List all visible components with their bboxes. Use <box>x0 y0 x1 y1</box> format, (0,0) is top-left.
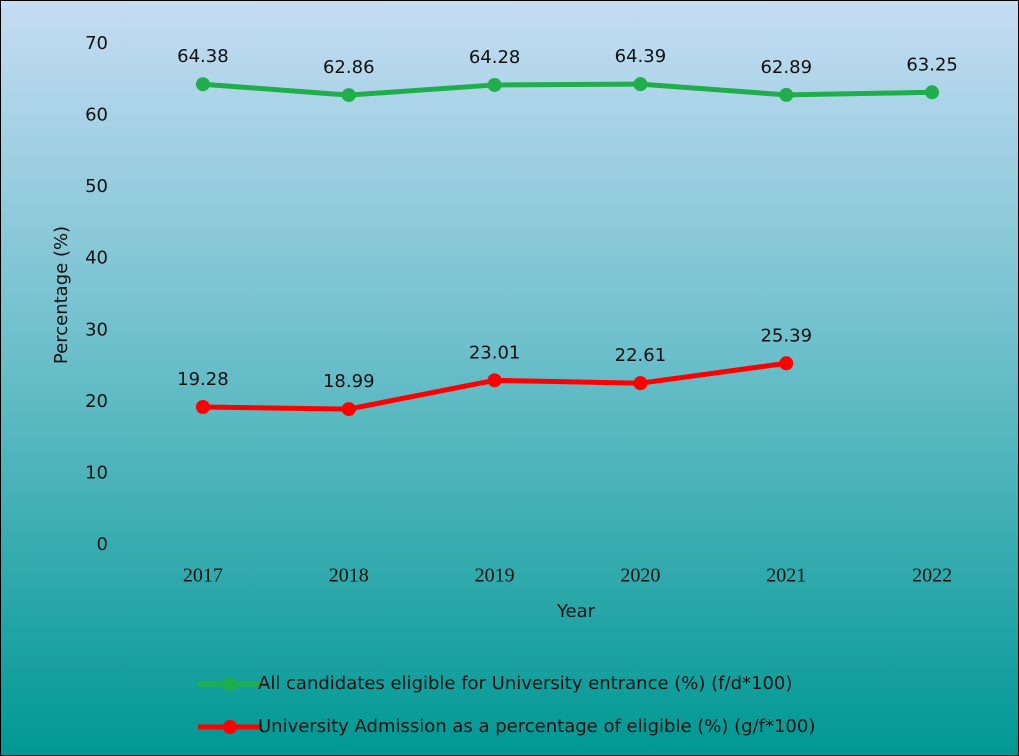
x-axis-title: Year <box>556 601 596 622</box>
legend-label: All candidates eligible for University e… <box>258 673 792 694</box>
x-tick-label: 2018 <box>329 565 369 587</box>
point <box>779 356 794 371</box>
data-label: 62.86 <box>323 57 375 78</box>
point <box>633 77 648 92</box>
data-label: 23.01 <box>469 342 521 363</box>
point <box>633 376 648 391</box>
x-tick-label: 2022 <box>912 565 952 587</box>
legend-marker <box>223 720 237 734</box>
y-tick-label: 30 <box>85 319 108 340</box>
y-tick-label: 0 <box>97 534 108 555</box>
y-tick-label: 10 <box>85 462 108 483</box>
data-label: 22.61 <box>615 345 667 366</box>
data-label: 18.99 <box>323 371 375 392</box>
point <box>341 88 356 103</box>
series-line <box>202 81 933 98</box>
x-tick-label: 2020 <box>620 565 660 587</box>
data-label: 64.39 <box>615 46 667 67</box>
point <box>195 77 210 92</box>
x-tick-label: 2017 <box>183 565 223 587</box>
y-axis-title: Percentage (%) <box>51 226 72 364</box>
data-label: 25.39 <box>760 325 812 346</box>
data-label: 64.28 <box>469 47 521 68</box>
y-tick-label: 70 <box>85 33 108 54</box>
point <box>925 85 940 100</box>
legend-label: University Admission as a percentage of … <box>258 716 815 737</box>
point <box>487 373 502 388</box>
legend-marker <box>223 677 237 691</box>
data-label: 62.89 <box>760 57 812 78</box>
data-label: 63.25 <box>906 54 958 75</box>
data-label: 64.38 <box>177 46 229 67</box>
point <box>195 400 210 415</box>
x-tick-label: 2019 <box>475 565 515 587</box>
y-tick-label: 60 <box>85 105 108 126</box>
data-label: 19.28 <box>177 369 229 390</box>
point <box>341 402 356 417</box>
y-tick-label: 40 <box>85 248 108 269</box>
x-tick-label: 2021 <box>766 565 806 587</box>
y-tick-label: 20 <box>85 391 108 412</box>
y-tick-label: 50 <box>85 176 108 197</box>
point <box>779 87 794 102</box>
point <box>487 77 502 92</box>
